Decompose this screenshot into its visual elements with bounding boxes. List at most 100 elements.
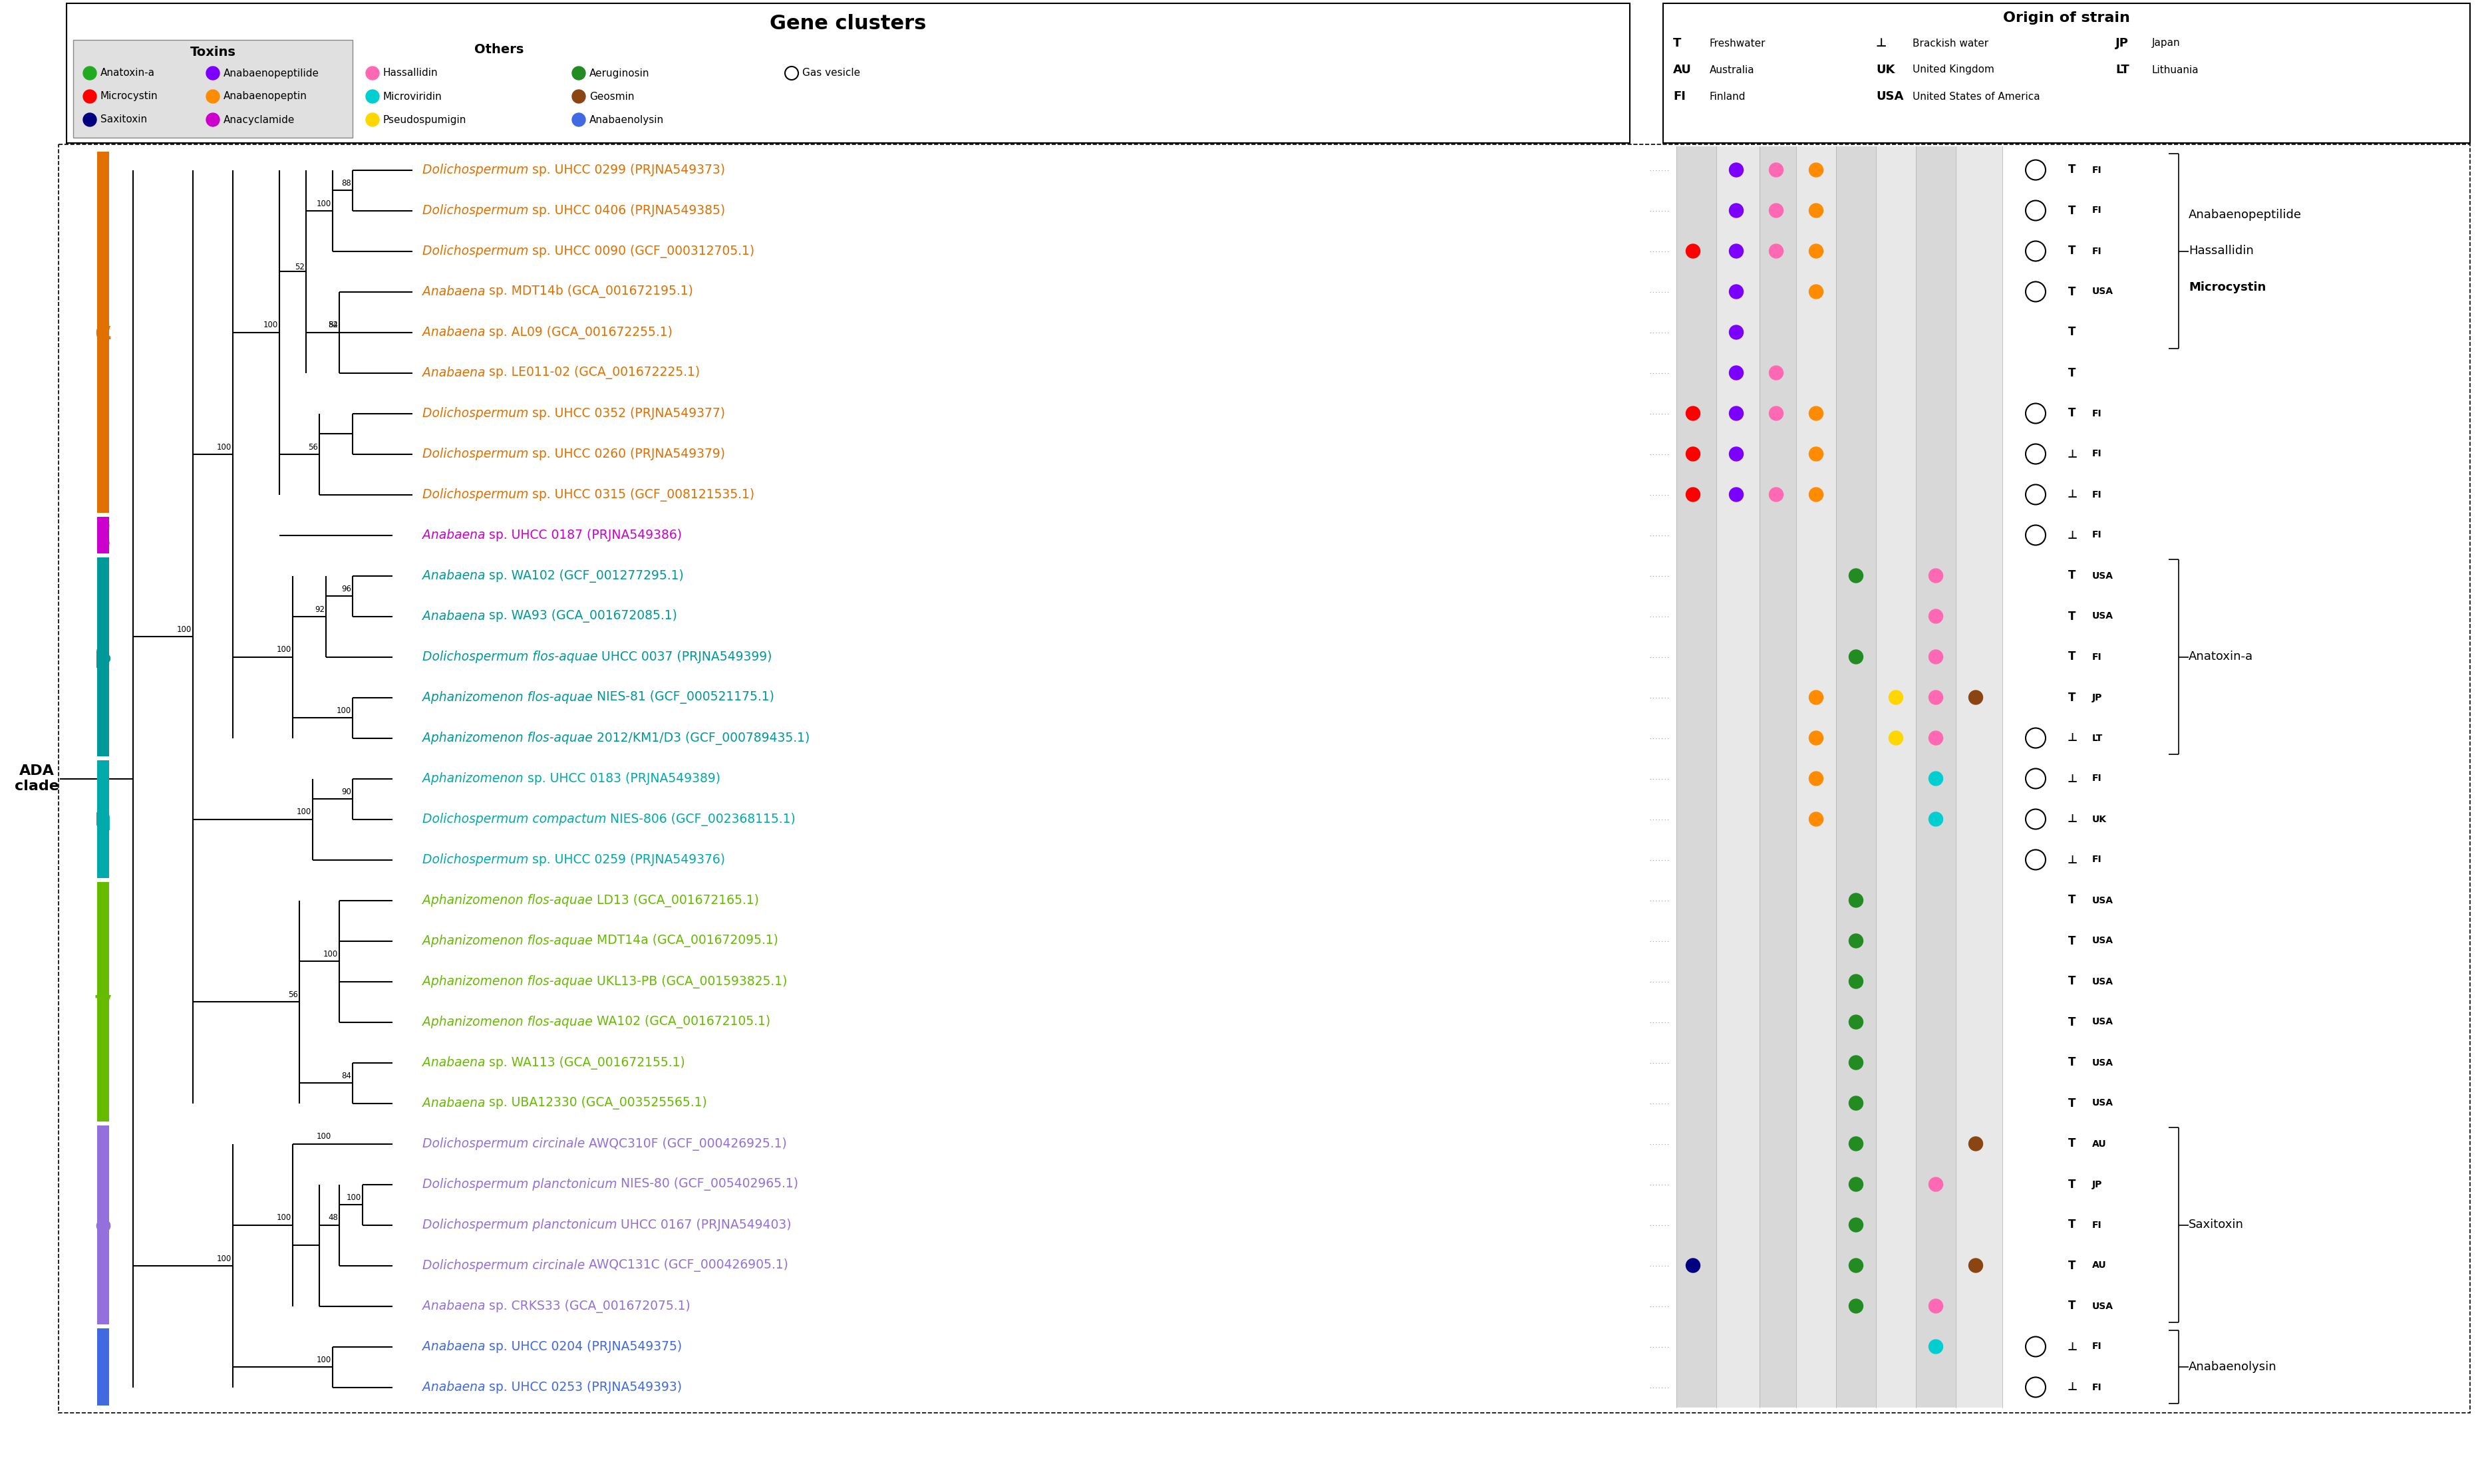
Circle shape xyxy=(84,113,97,126)
Text: sp. UHCC 0352 (PRJNA549377): sp. UHCC 0352 (PRJNA549377) xyxy=(532,407,725,420)
Text: 56: 56 xyxy=(307,442,317,451)
Text: T: T xyxy=(2067,692,2075,703)
Text: Aeruginosin: Aeruginosin xyxy=(589,68,649,79)
Bar xyxy=(1758,147,1795,1407)
Point xyxy=(1916,767,1956,791)
Text: Microcystin: Microcystin xyxy=(102,92,158,101)
Text: UKL13-PB (GCA_001593825.1): UKL13-PB (GCA_001593825.1) xyxy=(597,975,787,988)
Circle shape xyxy=(366,67,379,80)
Text: T: T xyxy=(2067,163,2075,177)
Text: Anabaena: Anabaena xyxy=(423,1057,490,1068)
Text: NIES-81 (GCF_000521175.1): NIES-81 (GCF_000521175.1) xyxy=(597,690,775,703)
Text: sp. UBA12330 (GCA_003525565.1): sp. UBA12330 (GCA_003525565.1) xyxy=(490,1097,708,1110)
Text: Anabaena: Anabaena xyxy=(423,1300,490,1312)
Text: ⊥: ⊥ xyxy=(2067,1340,2077,1352)
Text: 100: 100 xyxy=(322,950,337,959)
Text: ⊥: ⊥ xyxy=(2067,853,2077,865)
Text: ⊥: ⊥ xyxy=(2067,488,2077,500)
Text: Anabaenopeptilide: Anabaenopeptilide xyxy=(223,68,319,79)
Text: T: T xyxy=(2067,651,2075,663)
Text: sp. WA102 (GCF_001277295.1): sp. WA102 (GCF_001277295.1) xyxy=(490,568,683,582)
Text: Anabaenopeptilide: Anabaenopeptilide xyxy=(2189,209,2300,221)
Bar xyxy=(97,760,109,879)
Text: 100: 100 xyxy=(317,1132,332,1141)
Text: Anabaenopeptin: Anabaenopeptin xyxy=(223,92,307,101)
Text: USA: USA xyxy=(2092,976,2112,987)
Text: FI: FI xyxy=(2092,490,2102,499)
Text: T: T xyxy=(2067,408,2075,420)
Text: T: T xyxy=(2067,935,2075,947)
Text: Microcystin: Microcystin xyxy=(2189,282,2266,294)
Text: Aphanizomenon flos-aquae: Aphanizomenon flos-aquae xyxy=(423,732,597,745)
Point xyxy=(1835,1172,1874,1196)
Text: FI: FI xyxy=(2092,1220,2102,1230)
Text: Australia: Australia xyxy=(1708,65,1753,74)
Point xyxy=(1716,402,1755,426)
Bar xyxy=(1956,147,2001,1407)
Text: sp. UHCC 0204 (PRJNA549375): sp. UHCC 0204 (PRJNA549375) xyxy=(490,1340,681,1353)
Point xyxy=(1795,482,1835,506)
Point xyxy=(1956,1254,1996,1278)
Text: Saxitoxin: Saxitoxin xyxy=(2189,1218,2243,1230)
Bar xyxy=(97,558,109,757)
Text: Brackish water: Brackish water xyxy=(1911,39,1988,47)
Text: sp. UHCC 0406 (PRJNA549385): sp. UHCC 0406 (PRJNA549385) xyxy=(532,205,725,217)
Bar xyxy=(97,1328,109,1405)
Text: 48: 48 xyxy=(327,1214,337,1223)
Text: β: β xyxy=(94,646,111,668)
Point xyxy=(1716,442,1755,466)
Text: T: T xyxy=(2067,1178,2075,1190)
Point xyxy=(1835,646,1874,669)
Point xyxy=(1916,1294,1956,1318)
Text: T: T xyxy=(2067,205,2075,217)
Circle shape xyxy=(572,91,584,102)
Text: sp. UHCC 0090 (GCF_000312705.1): sp. UHCC 0090 (GCF_000312705.1) xyxy=(532,245,755,258)
Text: ADA
clade: ADA clade xyxy=(15,764,59,792)
Text: sp. UHCC 0183 (PRJNA549389): sp. UHCC 0183 (PRJNA549389) xyxy=(527,772,721,785)
Text: Aphanizomenon flos-aquae: Aphanizomenon flos-aquae xyxy=(423,935,597,947)
Text: 100: 100 xyxy=(297,807,312,816)
Text: Anatoxin-a: Anatoxin-a xyxy=(102,68,156,79)
Point xyxy=(1916,646,1956,669)
Text: T: T xyxy=(2067,1218,2075,1230)
Point xyxy=(1956,1132,1996,1156)
Text: Hassallidin: Hassallidin xyxy=(384,68,438,79)
Point xyxy=(1755,239,1795,263)
Text: Finland: Finland xyxy=(1708,92,1746,101)
Text: Gene clusters: Gene clusters xyxy=(770,13,926,33)
Text: USA: USA xyxy=(2092,896,2112,905)
Text: 100: 100 xyxy=(262,321,277,329)
Point xyxy=(1674,482,1713,506)
Text: Anabaena: Anabaena xyxy=(423,1382,490,1393)
Bar xyxy=(1835,147,1874,1407)
Text: ⊥: ⊥ xyxy=(2067,1382,2077,1393)
Text: USA: USA xyxy=(2092,611,2112,620)
Text: Dolichospermum circinale: Dolichospermum circinale xyxy=(423,1258,589,1272)
Point xyxy=(1916,807,1956,831)
Text: sp. UHCC 0260 (PRJNA549379): sp. UHCC 0260 (PRJNA549379) xyxy=(532,448,725,460)
Point xyxy=(1795,402,1835,426)
Point xyxy=(1716,321,1755,344)
Text: ⊥: ⊥ xyxy=(2067,732,2077,743)
Text: Lithuania: Lithuania xyxy=(2152,65,2199,74)
Bar xyxy=(1795,147,1835,1407)
Text: sp. CRKS33 (GCA_001672075.1): sp. CRKS33 (GCA_001672075.1) xyxy=(490,1300,691,1313)
Text: Anabaena: Anabaena xyxy=(423,1097,490,1110)
Text: T: T xyxy=(2067,1017,2075,1028)
Text: 100: 100 xyxy=(215,442,230,451)
Circle shape xyxy=(84,67,97,80)
Bar xyxy=(74,40,352,138)
Point xyxy=(1835,1051,1874,1074)
Point xyxy=(1916,1172,1956,1196)
Text: T: T xyxy=(2067,367,2075,378)
Point xyxy=(1716,199,1755,223)
Text: T: T xyxy=(2067,570,2075,582)
Text: Anabaenolysin: Anabaenolysin xyxy=(589,114,664,125)
Text: Anacyclamide: Anacyclamide xyxy=(223,114,295,125)
Point xyxy=(1835,969,1874,993)
Bar xyxy=(97,516,109,554)
Text: sp. UHCC 0299 (PRJNA549373): sp. UHCC 0299 (PRJNA549373) xyxy=(532,163,725,177)
Text: 100: 100 xyxy=(317,199,332,208)
Text: AU: AU xyxy=(2092,1261,2107,1270)
Text: T: T xyxy=(2067,610,2075,622)
